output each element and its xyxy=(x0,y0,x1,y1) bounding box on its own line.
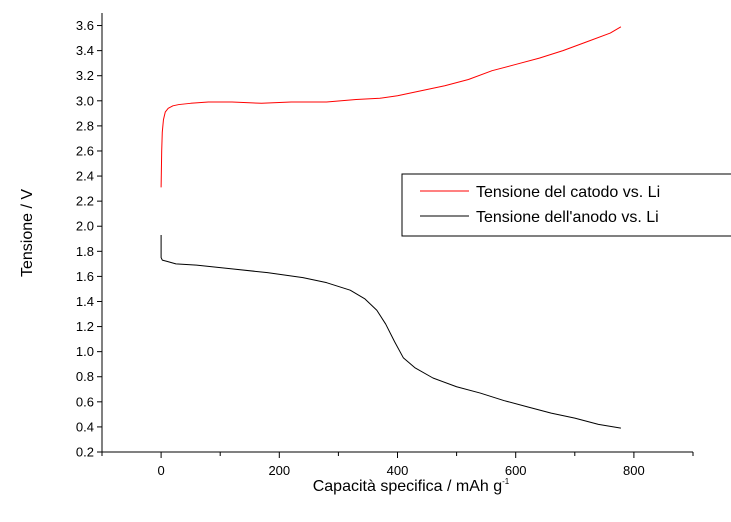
y-tick-label: 3.2 xyxy=(76,68,94,83)
legend-label-cathode: Tensione del catodo vs. Li xyxy=(476,184,660,201)
y-tick-label: 2.6 xyxy=(76,143,94,158)
y-tick-label: 0.4 xyxy=(76,419,94,434)
legend-label-anode: Tensione dell'anodo vs. Li xyxy=(476,209,659,226)
y-tick-label: 1.2 xyxy=(76,319,94,334)
y-tick-label: 3.0 xyxy=(76,93,94,108)
x-tick-label: 200 xyxy=(268,463,290,478)
legend-box xyxy=(401,173,731,237)
y-tick-label: 2.8 xyxy=(76,118,94,133)
y-tick-label: 3.6 xyxy=(76,18,94,33)
series-line-anode xyxy=(160,235,621,429)
x-tick-label: 800 xyxy=(623,463,645,478)
y-tick-label: 2.0 xyxy=(76,219,94,234)
x-axis-title: Capacità specifica / mAh g-1 xyxy=(313,477,510,495)
y-tick-label: 1.4 xyxy=(76,294,94,309)
legend: Tensione del catodo vs. Li Tensione dell… xyxy=(401,173,731,237)
x-axis-ticks: 0 200 400 600 800 xyxy=(101,452,694,478)
y-tick-label: 1.0 xyxy=(76,344,94,359)
y-tick-label: 0.8 xyxy=(76,369,94,384)
y-axis-ticks: 0.2 0.4 0.6 0.8 1.0 1.2 1.4 1.6 1.8 2.0 2.2 2.4 2.6 2… xyxy=(76,18,102,460)
y-tick-label: 2.4 xyxy=(76,169,94,184)
y-tick-label: 1.6 xyxy=(76,269,94,284)
y-tick-label: 1.8 xyxy=(76,244,94,259)
x-tick-label: 600 xyxy=(505,463,527,478)
series-line-cathode xyxy=(160,26,622,188)
x-tick-label: 0 xyxy=(157,463,164,478)
y-tick-label: 3.4 xyxy=(76,43,94,58)
x-axis-title-superscript: -1 xyxy=(502,477,510,486)
x-axis-title-text: Capacità specifica / mAh g xyxy=(313,478,502,495)
y-axis-title: Tensione / V xyxy=(19,189,36,277)
y-tick-label: 0.2 xyxy=(76,445,94,460)
series-group xyxy=(160,26,622,429)
x-tick-label: 400 xyxy=(387,463,409,478)
y-tick-label: 0.6 xyxy=(76,394,94,409)
y-tick-label: 2.2 xyxy=(76,194,94,209)
